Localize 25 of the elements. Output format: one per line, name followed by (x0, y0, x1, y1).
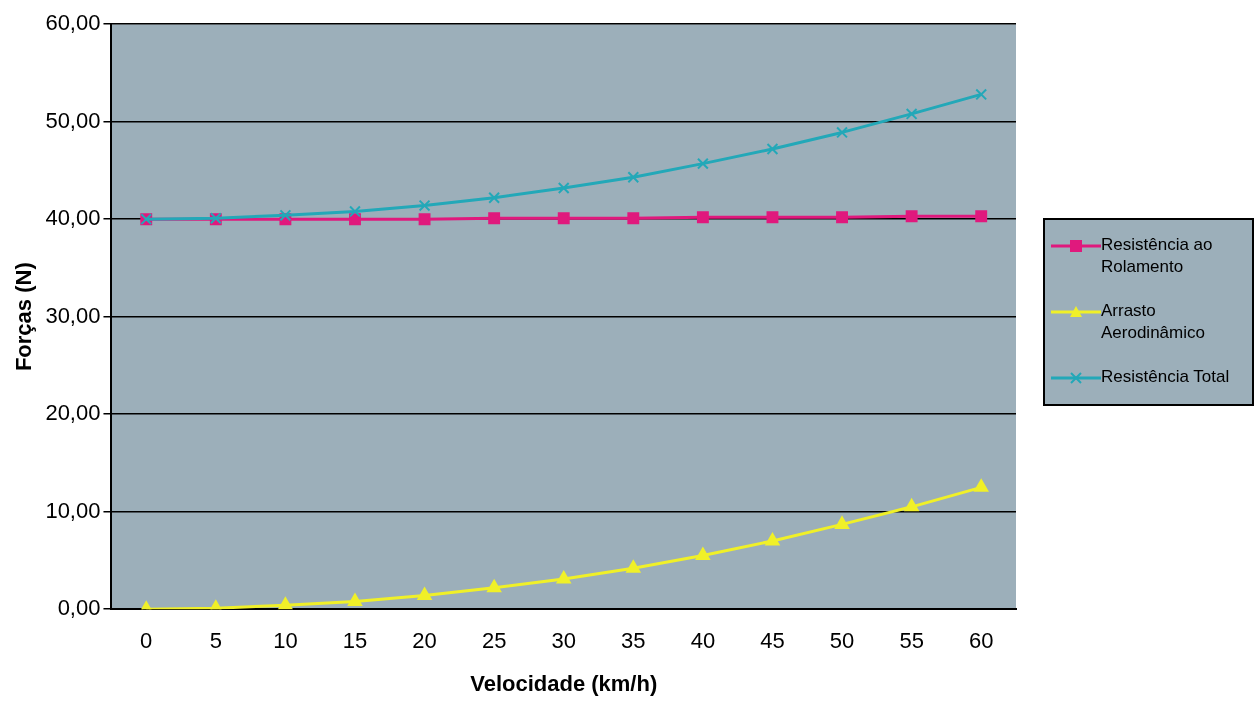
y-axis-title: Forças (N) (11, 262, 37, 372)
x-tick-label: 5 (209, 628, 222, 654)
x-tick-label: 25 (481, 628, 507, 654)
legend-label: Arrasto Aerodinâmico (1101, 300, 1206, 344)
x-tick-label: 35 (621, 628, 646, 654)
x-tick-label: 15 (342, 628, 368, 654)
x-tick-label: 45 (760, 628, 785, 654)
legend-label: Resistência ao Rolamento (1101, 234, 1214, 278)
y-tick-label: 60,00 (45, 10, 101, 36)
x-tick-label: 60 (968, 628, 994, 654)
y-tick-label: 20,00 (45, 400, 101, 426)
x-tick-label: 20 (412, 628, 437, 654)
y-tick-label: 50,00 (45, 107, 101, 133)
x-tick-label: 50 (829, 628, 855, 654)
x-tick-label: 40 (690, 628, 716, 654)
y-tick-label: 30,00 (45, 302, 101, 328)
y-tick-label: 10,00 (45, 497, 101, 523)
y-tick-label: 40,00 (45, 205, 101, 231)
x-tick-label: 30 (551, 628, 576, 654)
x-tick-label: 10 (273, 628, 298, 654)
x-tick-label: 55 (899, 628, 924, 654)
legend-label: Resistência Total (1101, 366, 1230, 388)
x-tick-label: 0 (140, 628, 153, 654)
x-axis-title: Velocidade (km/h) (470, 670, 658, 696)
y-tick-label: 0,00 (57, 595, 101, 621)
